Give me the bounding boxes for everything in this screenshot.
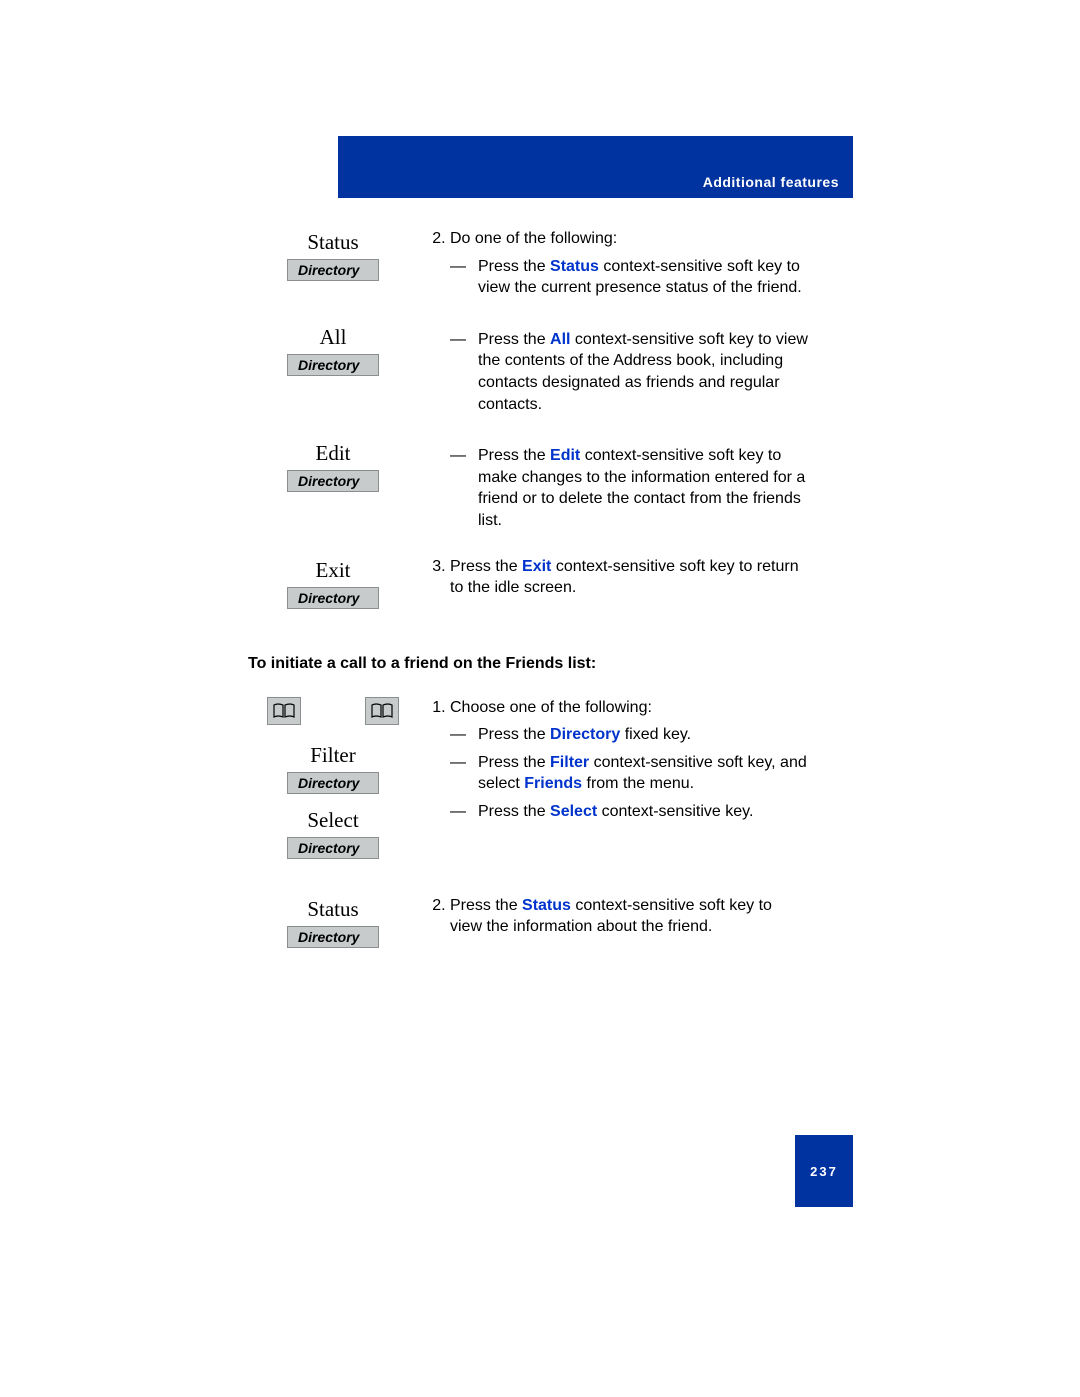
book-icon[interactable] bbox=[365, 697, 399, 725]
call-step-2: Press the Status context-sensitive soft … bbox=[426, 895, 808, 938]
key-label-status2: Status bbox=[307, 897, 358, 922]
header-title: Additional features bbox=[703, 174, 839, 190]
step2-intro: Do one of the following: bbox=[450, 230, 617, 247]
key-label-edit: Edit bbox=[316, 441, 351, 466]
step-2: Do one of the following: Press the Statu… bbox=[426, 228, 808, 299]
page-header: Additional features bbox=[338, 136, 853, 198]
call-select: Press the Select context-sensitive key. bbox=[450, 801, 808, 823]
softkey-filter[interactable]: Directory bbox=[287, 772, 379, 794]
softkey-edit[interactable]: Directory bbox=[287, 470, 379, 492]
call-dir: Press the Directory fixed key. bbox=[450, 724, 808, 746]
directory-fixed-keys bbox=[267, 697, 399, 725]
step2-status: Press the Status context-sensitive soft … bbox=[450, 256, 808, 299]
key-label-status: Status bbox=[307, 230, 358, 255]
key-label-all: All bbox=[320, 325, 347, 350]
softkey-select[interactable]: Directory bbox=[287, 837, 379, 859]
page-number: 237 bbox=[795, 1135, 853, 1207]
step3-text: Press the Exit context-sensitive soft ke… bbox=[450, 556, 808, 599]
step2-edit: Press the Edit context-sensitive soft ke… bbox=[450, 445, 808, 531]
key-label-select: Select bbox=[307, 808, 358, 833]
softkey-status[interactable]: Directory bbox=[287, 259, 379, 281]
call-intro: Choose one of the following: bbox=[450, 699, 652, 716]
book-icon[interactable] bbox=[267, 697, 301, 725]
step-3: Press the Exit context-sensitive soft ke… bbox=[426, 556, 808, 599]
softkey-status2[interactable]: Directory bbox=[287, 926, 379, 948]
call-filter: Press the Filter context-sensitive soft … bbox=[450, 752, 808, 795]
key-label-exit: Exit bbox=[316, 558, 351, 583]
call-step-1: Choose one of the following: Press the D… bbox=[426, 697, 808, 823]
section-heading: To initiate a call to a friend on the Fr… bbox=[248, 655, 808, 673]
softkey-exit[interactable]: Directory bbox=[287, 587, 379, 609]
softkey-all[interactable]: Directory bbox=[287, 354, 379, 376]
step2-all: Press the All context-sensitive soft key… bbox=[450, 329, 808, 415]
key-label-filter: Filter bbox=[310, 743, 356, 768]
call-status: Press the Status context-sensitive soft … bbox=[450, 895, 808, 938]
